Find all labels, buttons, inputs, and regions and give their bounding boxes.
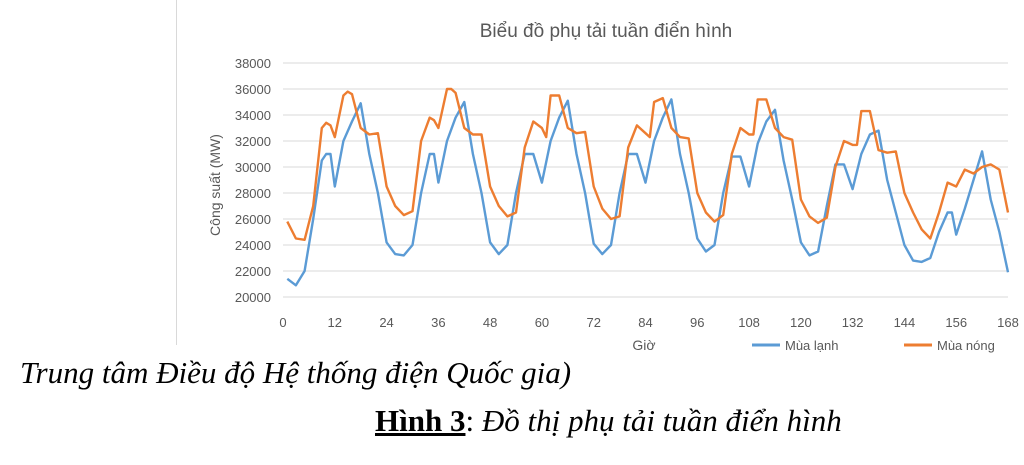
y-tick-label: 38000 [235,56,271,71]
series-line-mua-lanh [286,98,1010,287]
legend-label: Mùa nóng [937,338,995,353]
x-tick-label: 48 [483,315,497,330]
legend: Mùa lạnh Mùa nóng [752,338,995,353]
gridlines [283,62,1008,298]
y-tick-label: 24000 [235,238,271,253]
x-tick-label: 72 [586,315,600,330]
x-tick-label: 24 [379,315,393,330]
series-lines [286,87,1010,287]
y-tick-label: 26000 [235,212,271,227]
figure-number: Hình 3 [375,403,466,438]
y-tick-label: 28000 [235,186,271,201]
load-chart: Biểu đồ phụ tải tuần điển hình 20000 2200… [207,21,1019,353]
y-tick-label: 34000 [235,108,271,123]
y-axis-label: Công suất (MW) [207,134,223,236]
x-tick-label: 132 [842,315,864,330]
x-axis-ticks: 0 12 24 36 48 60 72 84 96 108 120 132 144 156 168 [279,315,1018,330]
x-tick-label: 96 [690,315,704,330]
x-tick-label: 36 [431,315,445,330]
y-tick-label: 22000 [235,264,271,279]
figure-title: Đồ thị phụ tải tuần điển hình [481,403,842,438]
y-tick-label: 32000 [235,134,271,149]
chart-area: Biểu đồ phụ tải tuần điển hình 20000 2200… [176,0,1019,353]
y-tick-label: 36000 [235,82,271,97]
x-tick-label: 60 [535,315,549,330]
x-tick-label: 108 [738,315,760,330]
chart-border-line [176,0,177,345]
figure-separator: : [465,403,482,438]
x-tick-label: 84 [638,315,652,330]
y-tick-label: 30000 [235,160,271,175]
x-tick-label: 120 [790,315,812,330]
source-caption: Trung tâm Điều độ Hệ thống điện Quốc gia… [20,355,572,390]
x-axis-label: Giờ [632,337,655,353]
x-tick-label: 168 [997,315,1019,330]
x-tick-label: 144 [894,315,916,330]
y-tick-label: 20000 [235,290,271,305]
x-tick-label: 0 [279,315,286,330]
y-axis-ticks: 20000 22000 24000 26000 28000 30000 32000 34000… [235,56,271,305]
legend-label: Mùa lạnh [785,338,838,353]
figure-caption: Hình 3: Đồ thị phụ tải tuần điển hình [375,403,1015,439]
series-line-mua-nong [286,87,1010,242]
chart-title: Biểu đồ phụ tải tuần điển hình [480,21,732,42]
x-tick-label: 12 [328,315,342,330]
x-tick-label: 156 [945,315,967,330]
